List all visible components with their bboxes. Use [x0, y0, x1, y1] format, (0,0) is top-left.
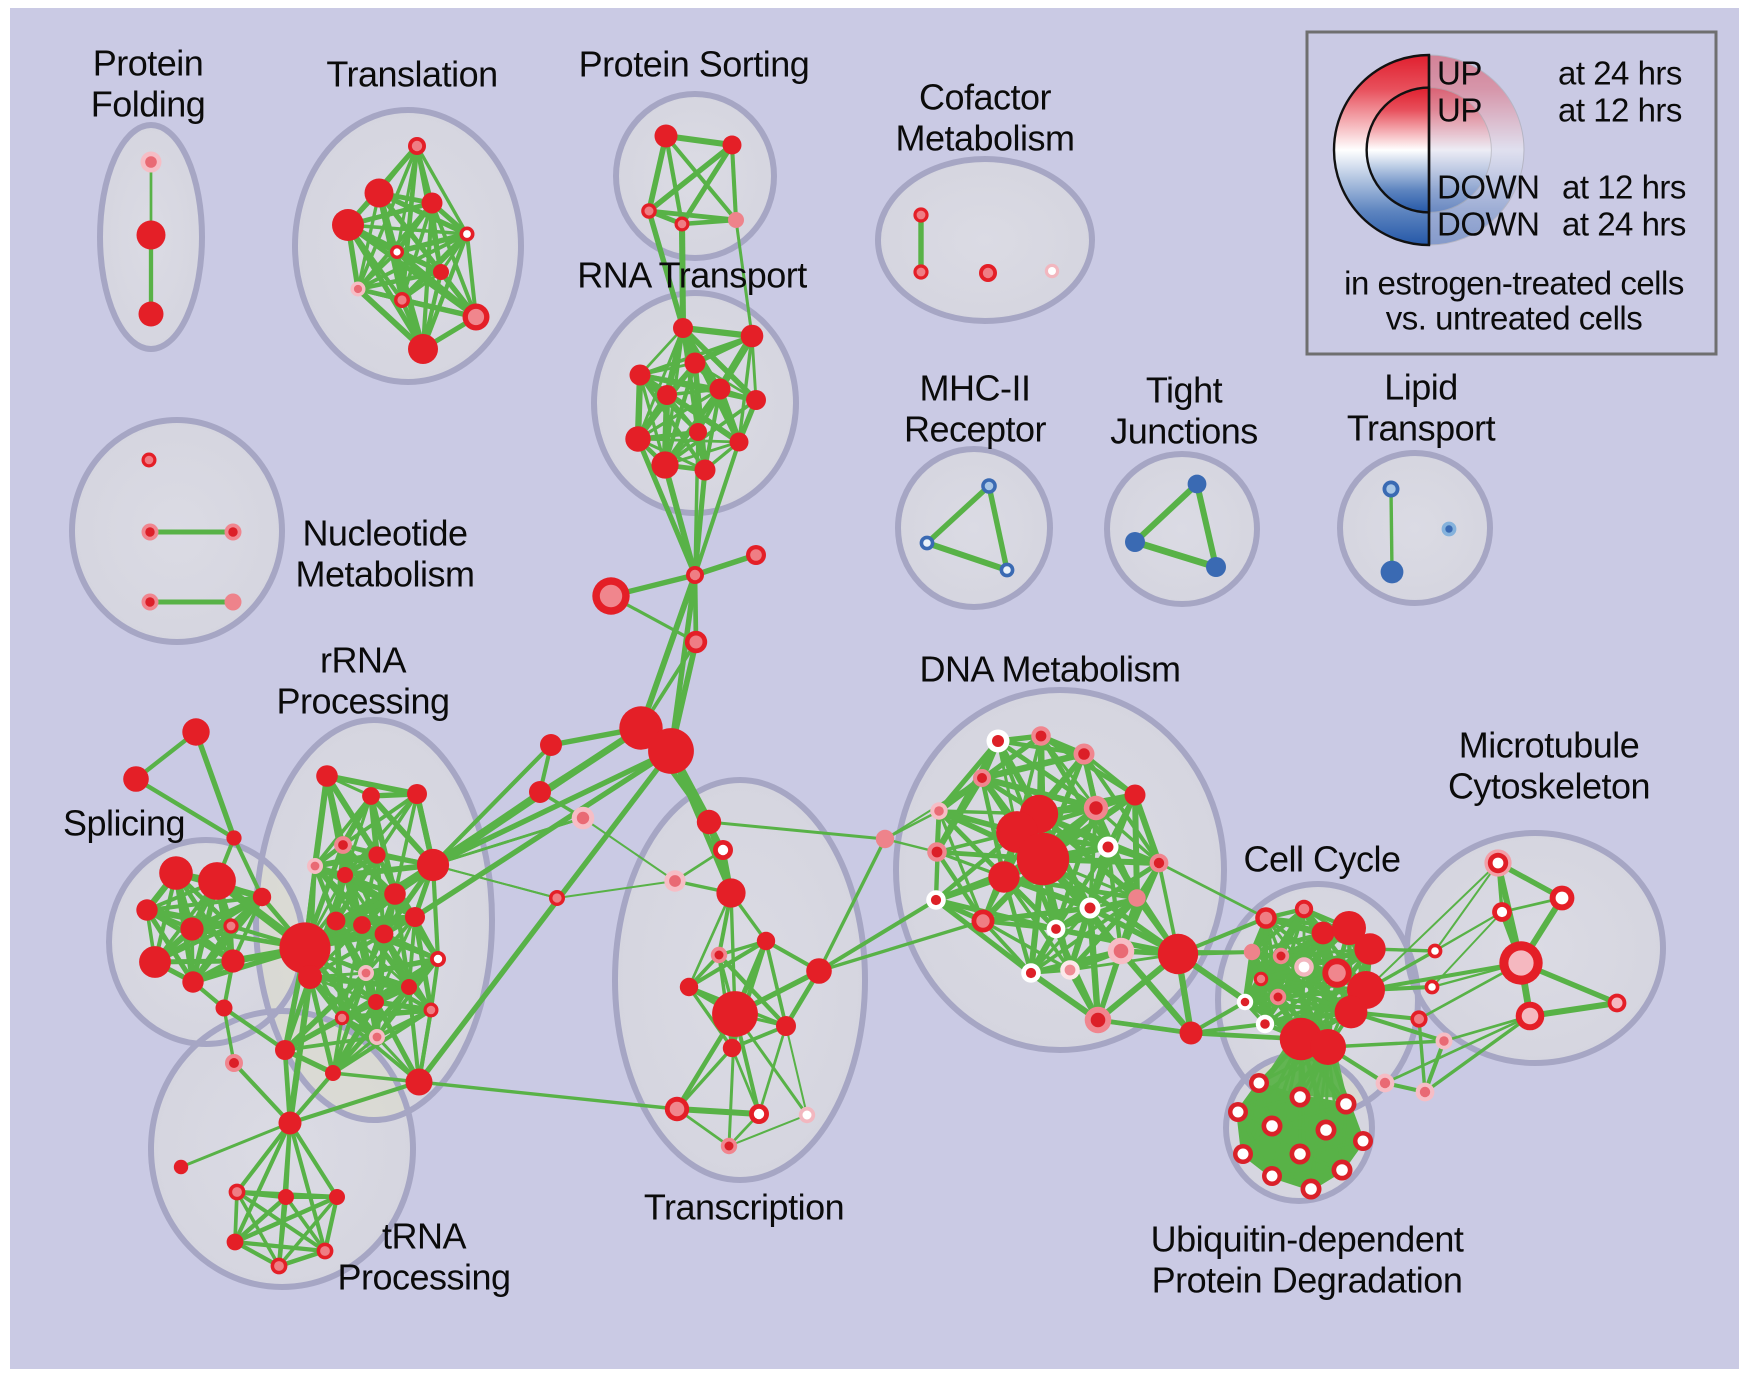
- svg-text:Metabolism: Metabolism: [895, 118, 1074, 159]
- svg-text:rRNA: rRNA: [320, 640, 406, 681]
- svg-text:DOWN: DOWN: [1437, 169, 1539, 206]
- svg-text:Tight: Tight: [1146, 370, 1223, 411]
- svg-text:Cofactor: Cofactor: [919, 77, 1052, 118]
- svg-text:Transport: Transport: [1347, 408, 1496, 449]
- svg-text:Ubiquitin-dependent: Ubiquitin-dependent: [1151, 1219, 1464, 1260]
- svg-text:at 12 hrs: at 12 hrs: [1562, 169, 1686, 206]
- svg-text:MHC-II: MHC-II: [920, 368, 1031, 409]
- svg-text:Processing: Processing: [276, 681, 449, 722]
- svg-text:UP: UP: [1437, 92, 1482, 129]
- svg-text:Junctions: Junctions: [1110, 411, 1258, 452]
- svg-text:in estrogen-treated cells: in estrogen-treated cells: [1344, 265, 1684, 302]
- svg-text:DNA Metabolism: DNA Metabolism: [919, 649, 1180, 690]
- svg-text:Protein: Protein: [93, 43, 204, 84]
- svg-text:UP: UP: [1437, 55, 1482, 92]
- svg-text:Transcription: Transcription: [644, 1187, 844, 1228]
- svg-text:Lipid: Lipid: [1384, 367, 1458, 408]
- svg-text:Protein Degradation: Protein Degradation: [1152, 1260, 1463, 1301]
- svg-text:Protein Sorting: Protein Sorting: [579, 44, 810, 85]
- svg-text:Metabolism: Metabolism: [295, 554, 474, 595]
- svg-text:Processing: Processing: [337, 1257, 510, 1298]
- svg-text:at 12 hrs: at 12 hrs: [1558, 92, 1682, 129]
- svg-text:DOWN: DOWN: [1437, 206, 1539, 243]
- svg-text:Nucleotide: Nucleotide: [302, 513, 467, 554]
- svg-text:Microtubule: Microtubule: [1459, 725, 1640, 766]
- svg-text:at 24 hrs: at 24 hrs: [1562, 206, 1686, 243]
- svg-text:RNA Transport: RNA Transport: [577, 255, 807, 296]
- svg-text:Splicing: Splicing: [63, 803, 185, 844]
- svg-text:vs. untreated cells: vs. untreated cells: [1386, 300, 1642, 337]
- svg-text:Cell Cycle: Cell Cycle: [1243, 839, 1400, 880]
- svg-text:Cytoskeleton: Cytoskeleton: [1448, 766, 1650, 807]
- svg-text:at 24 hrs: at 24 hrs: [1558, 55, 1682, 92]
- svg-text:tRNA: tRNA: [382, 1216, 466, 1257]
- svg-text:Translation: Translation: [326, 54, 497, 95]
- svg-text:Receptor: Receptor: [904, 409, 1047, 450]
- svg-text:Folding: Folding: [91, 84, 206, 125]
